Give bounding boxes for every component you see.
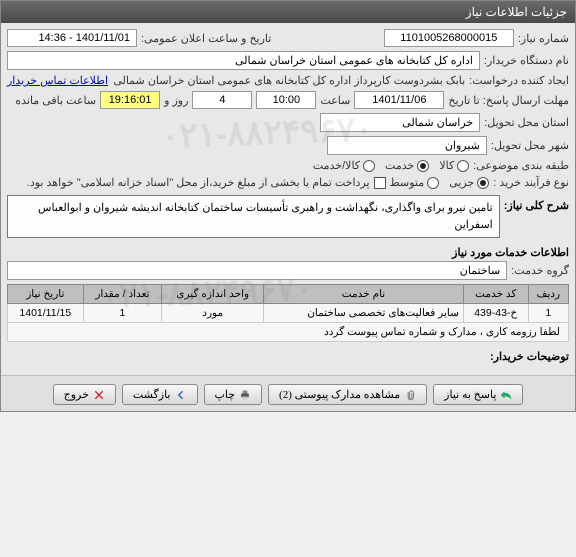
radio-service-label: خدمت xyxy=(385,159,414,172)
creator-value: بابک بشردوست کارپرداز اداره کل کتابخانه … xyxy=(112,74,465,87)
exit-label: خروج xyxy=(64,388,89,401)
announce-dt-value: 1401/11/01 - 14:36 xyxy=(7,29,137,47)
services-table: ردیف کد خدمت نام خدمت واحد اندازه گیری ت… xyxy=(7,284,569,342)
buyer-notes-label: توضیحات خریدار: xyxy=(490,350,569,363)
table-note-row: لطفا رزومه کاری ، مدارک و شماره تماس پیو… xyxy=(8,323,569,342)
radio-goods[interactable] xyxy=(457,160,469,172)
process-radio-group: جزیی متوسط xyxy=(390,176,490,189)
radio-goods-service-label: کالا/خدمت xyxy=(313,159,360,172)
process-label: نوع فرآیند خرید : xyxy=(493,176,569,189)
package-label: طبقه بندی موضوعی: xyxy=(473,159,569,172)
treasury-checkbox[interactable] xyxy=(374,177,386,189)
table-row[interactable]: 1 خ-43-439 سایر فعالیت‌های تخصصی ساختمان… xyxy=(8,304,569,323)
cell-qty: 1 xyxy=(83,304,162,323)
service-group-value: ساختمان xyxy=(7,261,507,280)
need-number-label: شماره نیاز: xyxy=(518,32,569,45)
print-icon xyxy=(239,389,251,401)
city-label: شهر محل تحویل: xyxy=(491,139,569,152)
province-label: استان محل تحویل: xyxy=(484,116,569,129)
deadline-time: 10:00 xyxy=(256,91,316,109)
col-unit: واحد اندازه گیری xyxy=(162,285,264,304)
button-bar: پاسخ به نیاز مشاهده مدارک پیوستی (2) چاپ… xyxy=(1,375,575,411)
exit-button[interactable]: خروج xyxy=(53,384,116,405)
titlebar: جزئیات اطلاعات نیاز xyxy=(1,1,575,23)
back-icon xyxy=(175,389,187,401)
col-date: تاریخ نیاز xyxy=(8,285,84,304)
service-group-label: گروه خدمت: xyxy=(511,264,569,277)
exit-icon xyxy=(93,389,105,401)
creator-label: ایجاد کننده درخواست: xyxy=(469,74,569,87)
cell-unit: مورد xyxy=(162,304,264,323)
radio-minor[interactable] xyxy=(477,177,489,189)
table-header-row: ردیف کد خدمت نام خدمت واحد اندازه گیری ت… xyxy=(8,285,569,304)
need-number-value: 1101005268000015 xyxy=(384,29,514,47)
content-area: ۰۲۱-۸۸۲۴۹۶۷۰ ۰۲۱-۸۸۲۴۹۶۷۰ شماره نیاز: 11… xyxy=(1,23,575,375)
attachments-label: مشاهده مدارک پیوستی (2) xyxy=(279,388,400,401)
deadline-time-label: ساعت xyxy=(320,94,350,107)
cell-date: 1401/11/15 xyxy=(8,304,84,323)
radio-service[interactable] xyxy=(417,160,429,172)
announce-dt-label: تاریخ و ساعت اعلان عمومی: xyxy=(141,32,271,45)
city-value: شیروان xyxy=(327,136,487,155)
back-button[interactable]: بازگشت xyxy=(122,384,198,405)
back-label: بازگشت xyxy=(133,388,171,401)
print-label: چاپ xyxy=(215,388,236,401)
col-name: نام خدمت xyxy=(264,285,464,304)
buyer-name-label: نام دستگاه خریدار: xyxy=(484,54,569,67)
desc-label: شرح کلی نیاز: xyxy=(504,199,569,212)
col-qty: تعداد / مقدار xyxy=(83,285,162,304)
desc-text: تامین نیرو برای واگذاری، نگهداشت و راهبر… xyxy=(7,195,500,238)
attachments-button[interactable]: مشاهده مدارک پیوستی (2) xyxy=(268,384,427,405)
deadline-remaining: 19:16:01 xyxy=(100,91,160,109)
col-idx: ردیف xyxy=(528,285,568,304)
attachment-icon xyxy=(404,389,416,401)
print-button[interactable]: چاپ xyxy=(204,384,263,405)
deadline-remaining-label: ساعت باقی مانده xyxy=(15,94,96,107)
radio-goods-service[interactable] xyxy=(363,160,375,172)
reply-icon xyxy=(500,389,512,401)
note-text: لطفا رزومه کاری ، مدارک و شماره تماس پیو… xyxy=(324,326,560,338)
radio-minor-label: جزیی xyxy=(449,176,474,189)
window: جزئیات اطلاعات نیاز ۰۲۱-۸۸۲۴۹۶۷۰ ۰۲۱-۸۸۲… xyxy=(0,0,576,412)
province-value: خراسان شمالی xyxy=(320,113,480,132)
deadline-date: 1401/11/06 xyxy=(354,91,444,109)
package-radio-group: کالا خدمت کالا/خدمت xyxy=(313,159,469,172)
cell-idx: 1 xyxy=(528,304,568,323)
buyer-name-value: اداره کل کتابخانه های عمومی استان خراسان… xyxy=(7,51,480,70)
deadline-days-label: روز و xyxy=(164,94,188,107)
window-title: جزئیات اطلاعات نیاز xyxy=(466,5,567,19)
treasury-text: پرداخت تمام یا بخشی از مبلغ خرید،از محل … xyxy=(27,176,370,189)
col-code: کد خدمت xyxy=(463,285,528,304)
radio-medium-label: متوسط xyxy=(390,176,425,189)
service-section-title: اطلاعات خدمات مورد نیاز xyxy=(7,246,569,259)
respond-label: پاسخ به نیاز xyxy=(444,388,496,401)
deadline-days: 4 xyxy=(192,91,252,109)
radio-medium[interactable] xyxy=(427,177,439,189)
deadline-label: مهلت ارسال پاسخ: تا تاریخ xyxy=(448,94,569,107)
buyer-contact-link[interactable]: اطلاعات تماس خریدار xyxy=(7,74,108,87)
radio-goods-label: کالا xyxy=(439,159,454,172)
respond-button[interactable]: پاسخ به نیاز xyxy=(433,384,523,405)
cell-code: خ-43-439 xyxy=(463,304,528,323)
cell-name: سایر فعالیت‌های تخصصی ساختمان xyxy=(264,304,464,323)
